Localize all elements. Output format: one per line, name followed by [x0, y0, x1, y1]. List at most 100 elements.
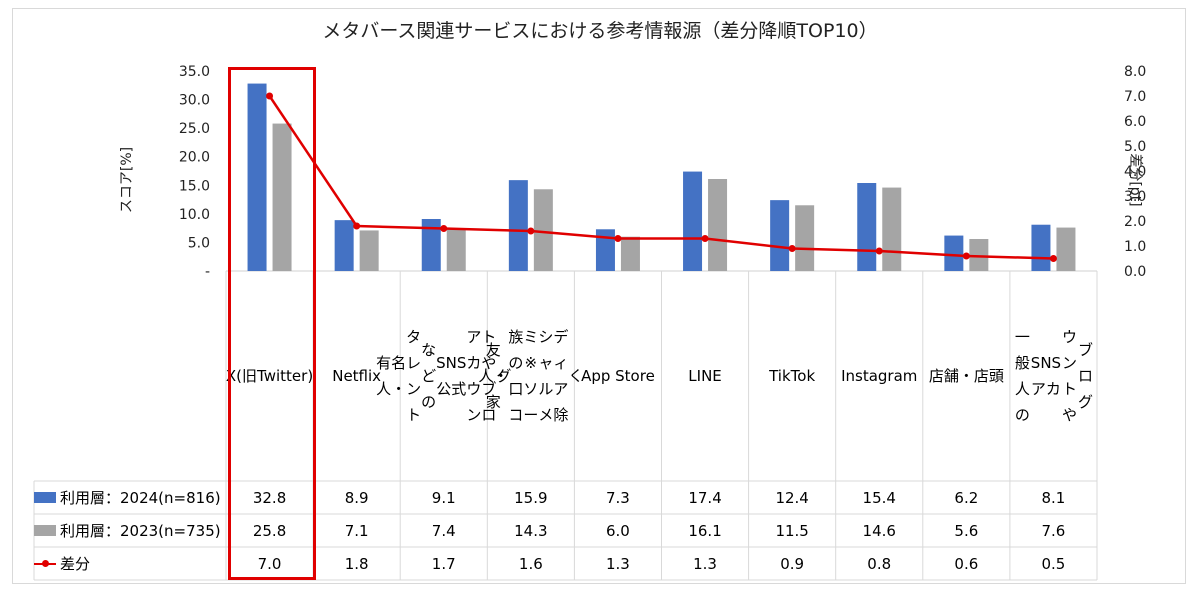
bar-2023: [708, 179, 728, 271]
chart-frame: [12, 8, 1186, 584]
data-label: 5.6: [954, 521, 979, 540]
diff-point: [1049, 255, 1057, 262]
bar-2023: [1056, 227, 1076, 271]
data-label: 1.6: [518, 554, 543, 573]
data-label: 16.1: [688, 521, 722, 540]
data-label: 14.3: [514, 521, 548, 540]
category-label: 一般人の SNSアカ ウントや ブログ: [1014, 328, 1093, 424]
y-tick-label: 5.0: [188, 235, 210, 251]
chart-title: メタバース関連サービスにおける参考情報源（差分降順TOP10）: [322, 20, 878, 42]
category-label: 有名人・ タレント などの SNS公式 アカウン トやブログ: [376, 328, 512, 424]
y-tick-label: 15.0: [179, 178, 210, 194]
bar-2023: [620, 236, 640, 271]
category-label: App Store: [581, 367, 655, 385]
y-tick-label: 35.0: [179, 64, 210, 80]
data-label: 7.1: [344, 521, 369, 540]
bar-2023: [882, 187, 902, 271]
bar-2024: [1031, 224, 1051, 271]
y-tick-label: 10.0: [179, 207, 210, 223]
bar-2023: [533, 189, 553, 271]
bar-2024: [683, 171, 703, 271]
data-label: 7.0: [257, 554, 282, 573]
category-label: LINE: [688, 367, 722, 385]
bar-2024: [508, 180, 528, 271]
data-label: 12.4: [775, 488, 809, 507]
bar-2023: [359, 230, 379, 271]
data-label: 1.7: [431, 554, 456, 573]
bar-2023: [795, 205, 815, 271]
bar-2023: [446, 228, 466, 271]
y-tick-label: -: [205, 264, 210, 280]
legend-label: 利用層：2023(n=735): [60, 522, 221, 540]
diff-point: [527, 227, 535, 235]
y2-tick-label: 2.0: [1124, 214, 1146, 230]
data-label: 1.3: [693, 554, 717, 573]
y2-tick-label: 6.0: [1124, 114, 1146, 130]
data-label: 0.5: [1041, 554, 1066, 573]
bar-2024: [247, 83, 267, 271]
diff-point: [962, 252, 970, 260]
diff-point: [614, 235, 622, 242]
y2-tick-label: 8.0: [1124, 64, 1146, 80]
y-tick-label: 30.0: [179, 93, 210, 109]
data-label: 0.9: [780, 554, 805, 573]
legend-swatch: [34, 492, 56, 503]
y2-tick-label: 1.0: [1124, 239, 1146, 255]
bar-2024: [334, 220, 354, 271]
y2-tick-label: 7.0: [1124, 89, 1146, 105]
y2-tick-label: 0.0: [1124, 264, 1146, 280]
data-label: 6.0: [606, 521, 630, 540]
category-label: 店舗・店頭: [928, 367, 1004, 385]
y2-tick-label: 5.0: [1124, 139, 1146, 155]
legend-entry: 利用層：2024(n=816): [34, 481, 229, 514]
y-tick-label: 20.0: [179, 150, 210, 166]
data-label: 0.8: [867, 554, 892, 573]
category-label: Instagram: [841, 367, 918, 385]
data-label: 11.5: [775, 521, 809, 540]
bar-2023: [272, 123, 292, 271]
data-label: 7.6: [1041, 521, 1066, 540]
diff-point: [788, 245, 796, 252]
bar-2024: [595, 229, 615, 271]
diff-point: [266, 92, 274, 100]
category-label: TikTok: [769, 367, 816, 385]
y-tick-label: 25.0: [179, 121, 210, 137]
data-label: 7.3: [606, 488, 630, 507]
legend-entry: 利用層：2023(n=735): [34, 514, 229, 547]
legend-entry: 差分: [34, 547, 229, 580]
data-label: 7.4: [431, 521, 456, 540]
legend-swatch: [34, 525, 56, 536]
data-label: 8.1: [1041, 488, 1066, 507]
data-label: 15.9: [514, 488, 548, 507]
legend-label: 差分: [60, 555, 91, 573]
diff-point: [353, 222, 361, 230]
y2-tick-label: 4.0: [1124, 164, 1146, 180]
diff-line: [268, 95, 1054, 260]
data-label: 25.8: [252, 521, 287, 540]
diff-point: [875, 247, 883, 255]
data-label: 15.4: [862, 488, 896, 507]
bar-2024: [944, 235, 964, 271]
category-label: 友人・家 族の口コミ ※ソー シャルメ ディア除く: [478, 328, 584, 424]
data-label: 8.9: [344, 488, 369, 507]
data-label: 9.1: [431, 488, 456, 507]
diff-point: [440, 225, 448, 232]
data-label: 1.8: [344, 554, 369, 573]
bar-2024: [421, 219, 441, 271]
data-label: 14.6: [862, 521, 896, 540]
y2-tick-label: 3.0: [1124, 189, 1146, 205]
category-label: X(旧 Twitter): [225, 367, 314, 385]
bar-2024: [857, 183, 877, 271]
data-label: 0.6: [954, 554, 979, 573]
data-label: 6.2: [954, 488, 979, 507]
diff-point: [701, 235, 709, 242]
bar-2023: [969, 239, 989, 271]
legend-swatch: [34, 558, 56, 569]
category-label: Netflix: [332, 367, 382, 385]
data-label: 32.8: [252, 488, 287, 507]
data-label: 1.3: [606, 554, 630, 573]
bar-2024: [770, 200, 790, 271]
data-label: 17.4: [688, 488, 722, 507]
legend-label: 利用層：2024(n=816): [60, 489, 221, 507]
